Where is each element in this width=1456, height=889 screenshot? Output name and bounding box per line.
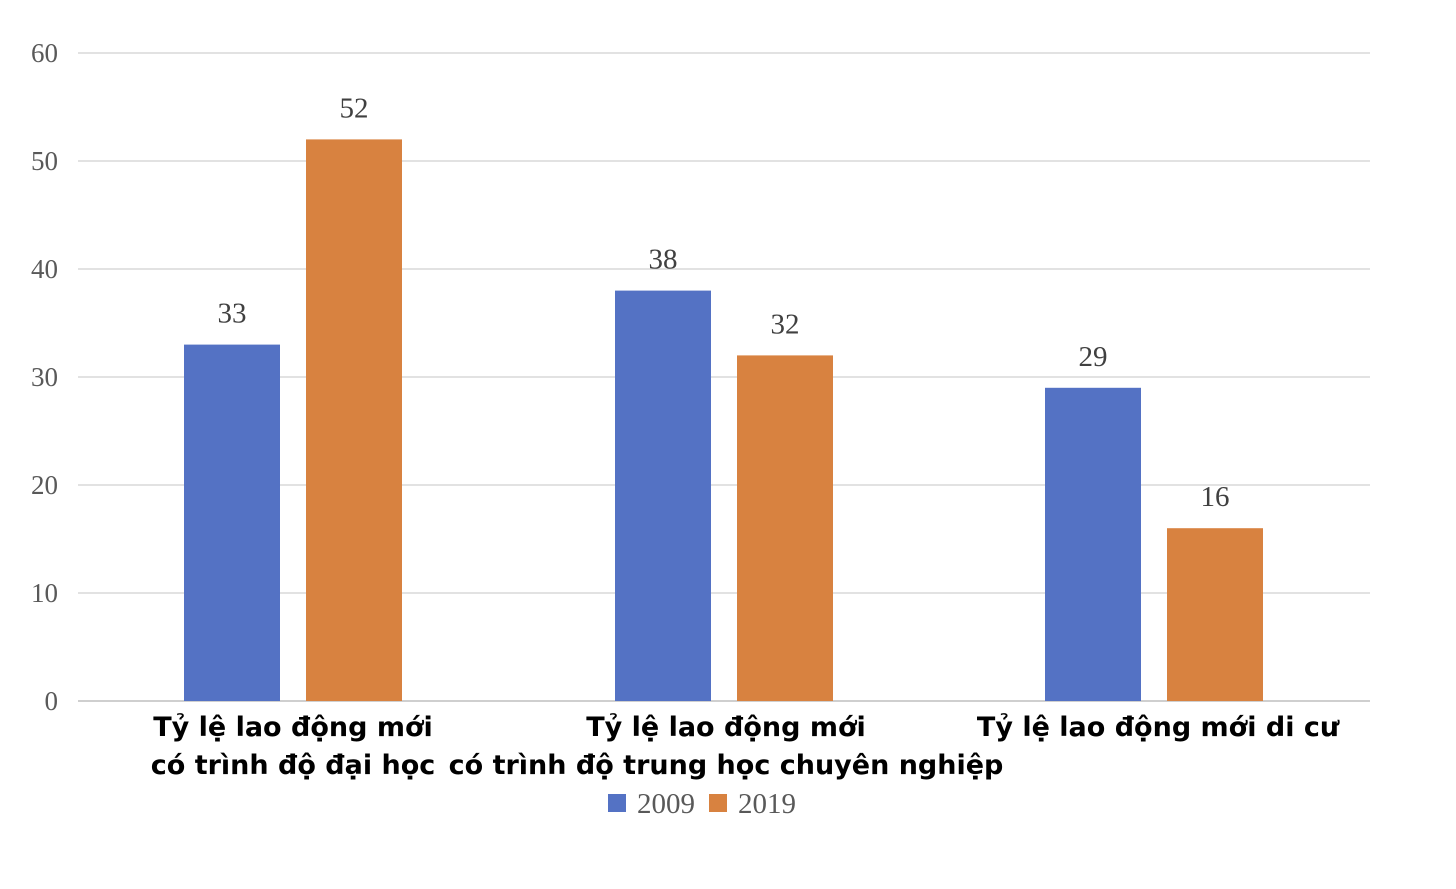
gridlines xyxy=(78,52,1370,702)
data-label: 33 xyxy=(218,298,247,330)
y-tick-label: 10 xyxy=(31,578,58,608)
y-tick-label: 30 xyxy=(31,362,58,392)
bars xyxy=(184,139,1263,701)
legend: 2009 2019 xyxy=(608,788,796,820)
category-label: có trình độ đại học xyxy=(151,750,436,781)
bar-2009-2 xyxy=(615,290,711,701)
data-label: 29 xyxy=(1079,341,1108,373)
y-tick-label: 60 xyxy=(31,38,58,68)
data-label: 16 xyxy=(1201,481,1230,513)
bar-2019-3 xyxy=(1167,528,1263,701)
data-labels: 33 38 29 52 32 16 xyxy=(218,92,1230,513)
bar-2009-3 xyxy=(1045,387,1141,701)
bar-2009-1 xyxy=(184,344,280,701)
legend-label: 2019 xyxy=(738,788,796,820)
category-label: Tỷ lệ lao động mới xyxy=(586,712,866,743)
category-label: có trình độ trung học chuyên nghiệp xyxy=(449,750,1004,781)
legend-swatch xyxy=(709,794,727,812)
data-label: 38 xyxy=(649,244,678,276)
bar-2019-1 xyxy=(306,139,402,701)
legend-swatch xyxy=(608,794,626,812)
legend-label: 2009 xyxy=(637,788,695,820)
data-label: 52 xyxy=(340,92,369,124)
data-label: 32 xyxy=(771,308,800,340)
y-tick-label: 40 xyxy=(31,254,58,284)
y-axis-ticks: 0 10 20 30 40 50 60 xyxy=(31,38,58,716)
y-tick-label: 0 xyxy=(45,686,59,716)
category-label: Tỷ lệ lao động mới di cư xyxy=(977,712,1340,743)
category-labels: Tỷ lệ lao động mới có trình độ đại học Tỷ … xyxy=(151,712,1340,781)
y-tick-label: 20 xyxy=(31,470,58,500)
category-label: Tỷ lệ lao động mới xyxy=(153,712,433,743)
y-tick-label: 50 xyxy=(31,146,58,176)
bar-2019-2 xyxy=(737,355,833,701)
